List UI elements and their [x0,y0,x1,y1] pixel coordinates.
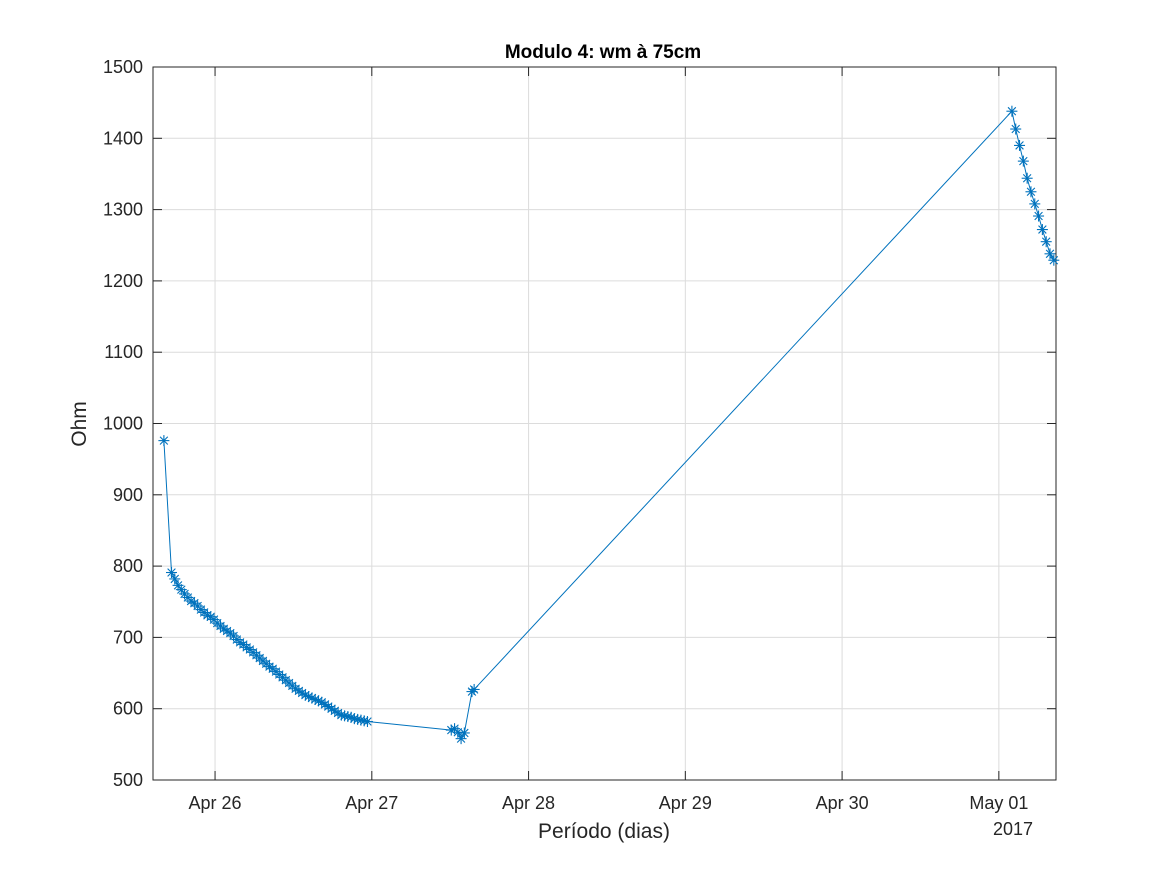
data-point [1025,186,1037,198]
data-point [241,641,253,653]
x-tick-label: Apr 26 [189,793,242,813]
data-point [234,636,246,648]
x-axis-title: Período (dias) [538,820,670,843]
y-tick-label: 800 [113,556,143,576]
y-tick-label: 700 [113,627,143,647]
x-tick-label: May 01 [969,793,1028,813]
series-layer [158,105,1060,745]
data-point [455,733,467,745]
data-point [1017,155,1029,167]
chart-title: Modulo 4: wm à 75cm [505,42,701,63]
x-tick-label: Apr 30 [816,793,869,813]
x-tick-label: Apr 27 [345,793,398,813]
y-tick-label: 1200 [103,271,143,291]
axes [152,66,1057,781]
x-axis-year-label: 2017 [993,819,1033,839]
data-point [468,683,480,695]
grid [153,67,1056,780]
x-tick-label: Apr 29 [659,793,712,813]
data-point [1029,198,1041,210]
labels-layer: Modulo 4: wm à 75cm Período (dias) Ohm 2… [68,42,1033,843]
data-point [221,625,233,637]
y-tick-label: 1100 [104,342,143,362]
x-tick-label: Apr 28 [502,793,555,813]
y-axis-title: Ohm [68,401,91,447]
data-point [458,727,470,739]
data-point [1044,248,1056,260]
y-tick-label: 1400 [103,128,143,148]
data-point [1036,224,1048,236]
data-point [1048,254,1060,266]
y-tick-label: 1000 [103,414,143,434]
data-point [361,716,373,728]
data-point [158,435,170,447]
y-tick-label: 1500 [103,57,143,77]
data-point [1033,210,1045,222]
data-point [1010,123,1022,135]
data-point [355,714,367,726]
data-point [1021,172,1033,184]
data-point [185,595,197,607]
series-line [163,110,1055,740]
data-point [1006,105,1018,117]
data-point [1040,236,1052,248]
data-point [175,584,187,596]
data-point [263,661,275,673]
y-tick-label: 1300 [103,200,143,220]
data-point [1014,139,1026,151]
y-tick-label: 500 [113,770,143,790]
y-tick-label: 600 [113,699,143,719]
y-tick-label: 900 [113,485,143,505]
